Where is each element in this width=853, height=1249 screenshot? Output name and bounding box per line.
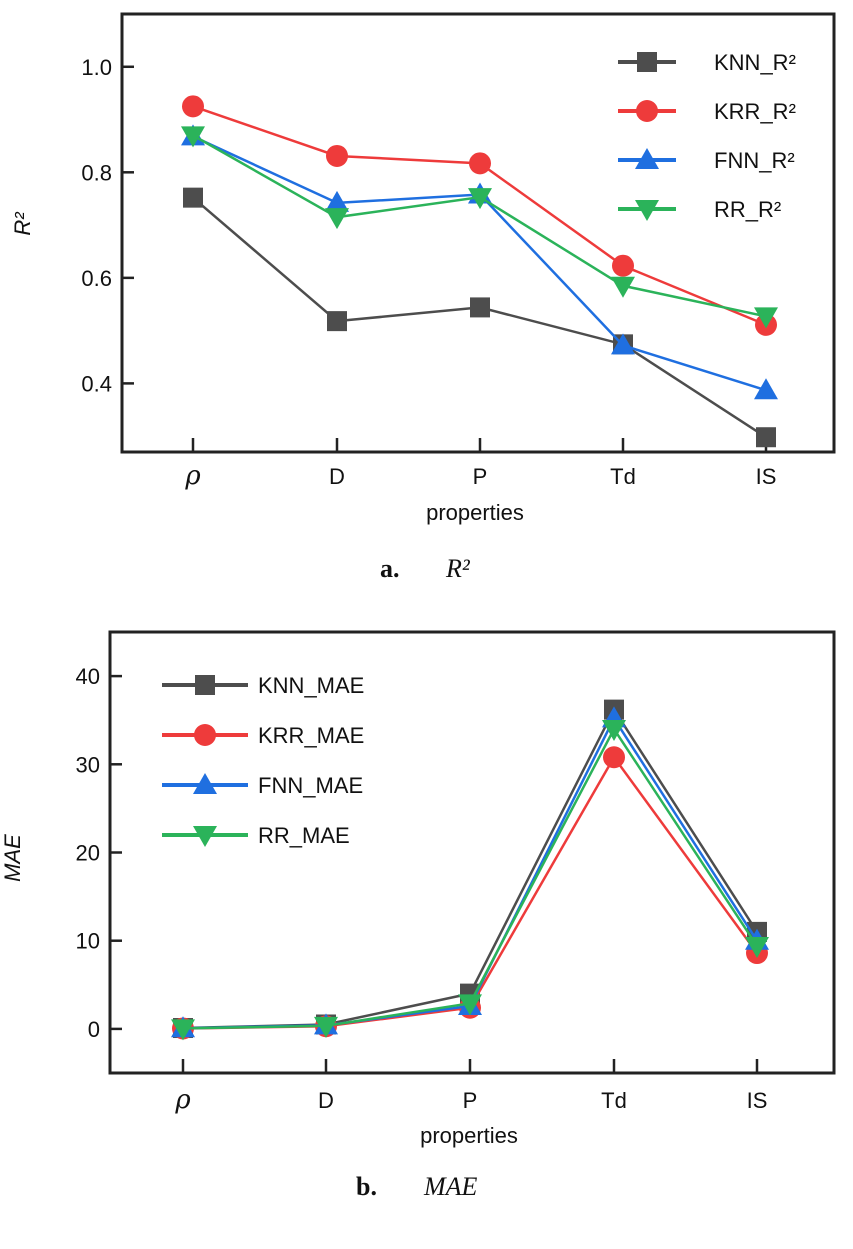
x-axis-title: properties — [420, 1123, 518, 1148]
caption-letter: b. — [356, 1172, 377, 1201]
legend-marker — [195, 675, 215, 695]
legend-label: KRR_R² — [714, 99, 796, 124]
legend: KNN_R² KRR_R² FNN_R² RR_R² — [608, 30, 826, 240]
y-tick-label: 20 — [76, 841, 100, 866]
legend: KNN_MAE KRR_MAE FNN_MAE RR_MAE — [152, 652, 404, 857]
legend-label: RR_R² — [714, 197, 781, 222]
data-point — [325, 190, 349, 212]
x-axis-title: properties — [426, 500, 524, 525]
series-RR_MAE — [171, 720, 769, 1041]
caption-title: MAE — [423, 1172, 478, 1201]
legend-label: FNN_MAE — [258, 773, 363, 798]
y-tick-label: 0 — [88, 1017, 100, 1042]
data-point — [470, 297, 490, 318]
y-tick-label: 30 — [76, 752, 100, 777]
legend-marker — [635, 200, 659, 221]
data-point — [754, 307, 778, 329]
data-point — [458, 994, 482, 1016]
legend-marker — [193, 773, 217, 794]
y-tick-label: 1.0 — [81, 55, 112, 80]
y-axis-title: R² — [10, 212, 35, 236]
data-point — [745, 936, 769, 958]
x-tick-label: ρ — [184, 461, 201, 491]
x-tick-label: D — [329, 464, 345, 489]
data-point — [327, 311, 347, 332]
x-tick-label: Td — [610, 464, 636, 489]
chart-panel-a: 0.4 0.6 0.8 1.0 ρ D P Td IS properties R² KNN_R² KRR… — [10, 12, 836, 583]
data-point — [171, 1019, 195, 1041]
data-point — [469, 152, 491, 175]
y-tick-label: 0.4 — [81, 371, 112, 396]
data-point — [603, 746, 625, 769]
legend-label: RR_MAE — [258, 823, 350, 848]
data-point — [181, 126, 205, 148]
data-point — [183, 187, 203, 208]
data-point — [326, 144, 348, 167]
x-tick-label: P — [463, 1088, 478, 1113]
y-tick-label: 0.6 — [81, 266, 112, 291]
series-KRR_R² — [182, 95, 777, 336]
data-point — [325, 208, 349, 230]
data-point — [756, 427, 776, 448]
legend-marker — [194, 724, 216, 746]
x-tick-label: Td — [601, 1088, 627, 1113]
y-axis-title: MAE — [0, 834, 25, 882]
plot-frame — [120, 12, 836, 454]
data-point — [612, 254, 634, 277]
y-tick-label: 40 — [76, 664, 100, 689]
data-point — [611, 333, 635, 355]
data-point — [468, 188, 492, 210]
legend-marker — [635, 148, 659, 169]
data-point — [602, 720, 626, 742]
caption-title: R² — [445, 554, 471, 583]
legend-marker — [636, 100, 658, 122]
data-point — [314, 1016, 338, 1038]
data-point — [754, 378, 778, 400]
data-point — [182, 95, 204, 118]
legend-label: KNN_R² — [714, 50, 796, 75]
x-tick-label: IS — [747, 1088, 768, 1113]
x-tick-label: P — [473, 464, 488, 489]
legend-label: KNN_MAE — [258, 673, 364, 698]
y-tick-label: 10 — [76, 929, 100, 954]
caption-letter: a. — [380, 554, 400, 583]
legend-label: KRR_MAE — [258, 723, 364, 748]
chart-panel-b: 0 10 20 30 40 ρ D P Td IS properties MAE KNN_MAE KRR_… — [0, 630, 836, 1201]
data-point — [611, 276, 635, 298]
series-RR_R² — [181, 126, 778, 329]
legend-marker — [193, 826, 217, 847]
x-tick-label: ρ — [174, 1085, 191, 1115]
legend-label: FNN_R² — [714, 148, 795, 173]
legend-marker — [637, 52, 657, 72]
x-tick-label: IS — [756, 464, 777, 489]
y-tick-label: 0.8 — [81, 160, 112, 185]
x-tick-label: D — [318, 1088, 334, 1113]
